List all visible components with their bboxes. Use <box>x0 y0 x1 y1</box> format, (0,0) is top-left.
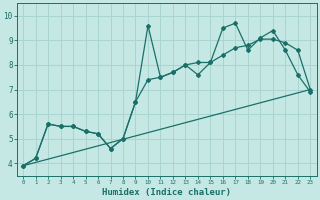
X-axis label: Humidex (Indice chaleur): Humidex (Indice chaleur) <box>102 188 231 197</box>
